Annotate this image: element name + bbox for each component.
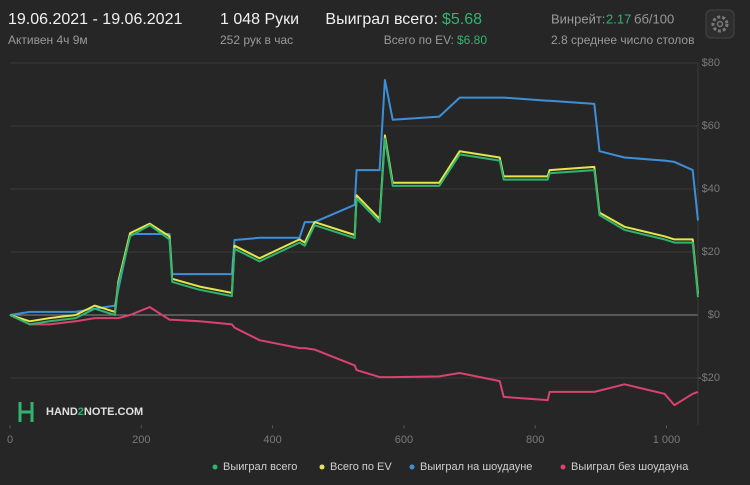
y-tick-label: $0 [708, 309, 720, 321]
x-tick-label: 0 [7, 434, 13, 446]
series-line [9, 79, 699, 316]
y-tick-label: $20 [702, 246, 720, 258]
y-tick-label: -$20 [698, 372, 720, 384]
active-time: Активен 4ч 9м [8, 33, 88, 47]
legend-label: Всего по EV [330, 461, 392, 473]
hands-per-hour: 252 рук в час [220, 33, 293, 47]
legend-label: Выиграл на шоудауне [420, 461, 532, 473]
x-tick-label: 600 [395, 434, 413, 446]
legend-marker [409, 464, 415, 470]
tables: 2.8 среднее число столов [551, 33, 694, 47]
legend-label: Выиграл всего [223, 461, 297, 473]
x-tick-label: 200 [132, 434, 150, 446]
ev-label: Всего по EV: [384, 33, 454, 47]
winrate-value: 2.17 [606, 11, 631, 26]
watermark-part: NOTE.COM [84, 406, 143, 418]
watermark-part: 2 [78, 406, 84, 418]
watermark-part: HAND [46, 406, 78, 418]
ev-value: $6.80 [457, 33, 487, 47]
legend-marker [560, 464, 566, 470]
gear-icon[interactable] [711, 15, 729, 33]
won-value: $5.68 [442, 11, 482, 28]
series-line [9, 306, 699, 407]
won-label: Выиграл всего: [325, 11, 438, 28]
x-tick-label: 800 [526, 434, 544, 446]
gear-hub[interactable] [716, 20, 724, 28]
watermark: HAND2NOTE.COM [46, 406, 143, 418]
winrate-unit: бб/100 [634, 11, 674, 26]
winrate-label: Винрейт: [551, 11, 605, 26]
settings-frame[interactable] [705, 9, 735, 39]
y-tick-label: $80 [702, 57, 720, 69]
legend-marker [319, 464, 325, 470]
watermark-logo [18, 402, 34, 422]
hands: 1 048 Руки [220, 11, 299, 28]
y-tick-label: $40 [702, 183, 720, 195]
series-line [9, 137, 699, 326]
settings-button[interactable] [705, 9, 735, 39]
date-range: 19.06.2021 - 19.06.2021 [8, 11, 182, 28]
y-tick-label: $60 [702, 120, 720, 132]
series-line [9, 134, 699, 323]
legend-label: Выиграл без шоудауна [571, 461, 689, 473]
x-tick-label: 400 [263, 434, 281, 446]
legend-marker [212, 464, 218, 470]
x-tick-label: 1 000 [653, 434, 681, 446]
